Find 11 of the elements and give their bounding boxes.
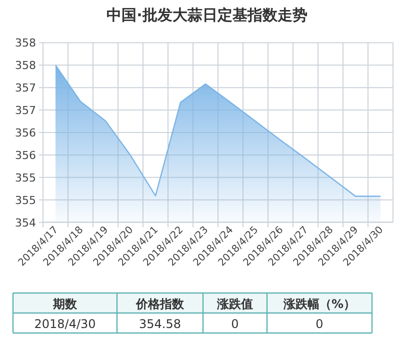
y-tick-label: 355 [15, 194, 36, 207]
y-tick-label: 355 [15, 171, 36, 184]
y-tick-label: 356 [15, 148, 36, 162]
y-tick-label: 358 [15, 59, 36, 72]
y-tick-label: 354 [15, 216, 36, 230]
y-tick-label: 356 [15, 126, 36, 140]
table: 期数 价格指数 涨跌值 涨跌幅（%） 2018/4/30 354.58 0 0 [12, 292, 373, 334]
y-tick-label: 357 [15, 104, 36, 118]
chart-title: 中国·批发大蒜日定基指数走势 [106, 6, 308, 24]
y-tick-label: 358 [15, 36, 36, 50]
y-tick-label: 357 [15, 82, 36, 95]
